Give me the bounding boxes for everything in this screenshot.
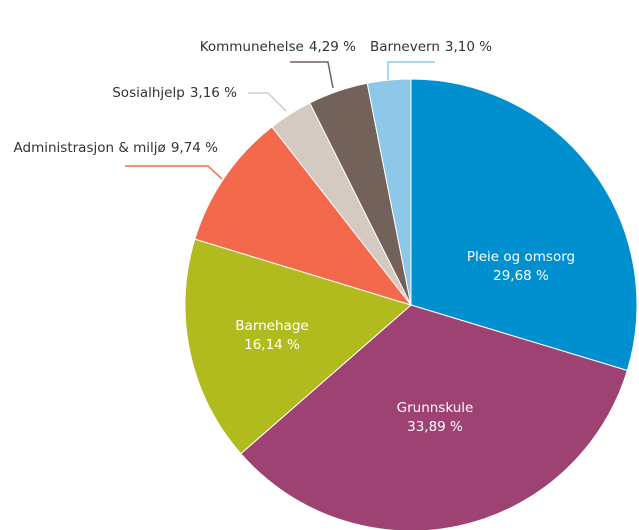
slice-value-label: 33,89 % [407,419,463,435]
slice-label: Sosialhjelp 3,16 % [112,85,237,101]
leader-line [248,92,287,112]
pie-slice [366,78,412,306]
leader-line [125,165,223,180]
value-label: 3,10 % [445,39,492,55]
leader-line [290,61,334,89]
category: Barnevern [370,39,440,55]
slice-label: Barnevern 3,10 % [370,39,492,55]
slice-value-label: 29,68 % [493,268,549,284]
slice-label: Pleie og omsorg [467,249,575,265]
pie-slice [184,238,413,455]
pie-slice [410,78,638,372]
pie-slice [194,126,413,306]
pie-slice [240,304,628,530]
value-label: 4,29 % [309,39,356,55]
value-label: 3,16 % [190,85,237,101]
slice-label: Kommunehelse 4,29 % [200,39,356,55]
slice-value-label: 16,14 % [244,337,300,353]
slice-label: Administrasjon & miljø 9,74 % [14,140,219,156]
slice-label: Barnehage [235,318,308,334]
value-label: 9,74 % [171,140,218,156]
category: Sosialhjelp [112,85,185,101]
category: Administrasjon & miljø [14,140,166,156]
leader-line [387,61,435,80]
category: Kommunehelse [200,39,304,55]
slice-label: Grunnskule [397,400,474,416]
